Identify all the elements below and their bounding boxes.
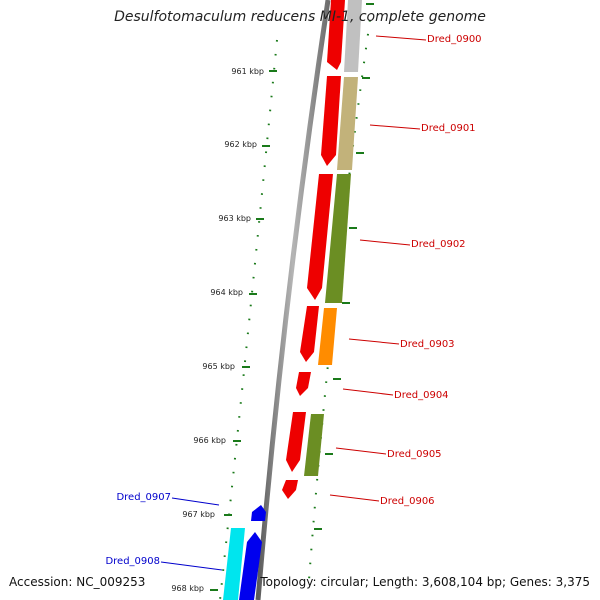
gene-label-dred-0900[interactable]: Dred_0900 xyxy=(427,34,482,45)
tick-label: 965 kbp xyxy=(202,362,235,371)
gene-arrow-dred-0901[interactable] xyxy=(321,76,341,166)
gene-arrow-dred-0903[interactable] xyxy=(300,306,319,362)
label-leaders xyxy=(160,35,427,571)
tick-label: 968 kbp xyxy=(171,584,204,593)
tick-label: 963 kbp xyxy=(218,214,251,223)
gene-arrow-dred-0902[interactable] xyxy=(307,174,333,300)
gene-label-dred-0906[interactable]: Dred_0906 xyxy=(380,496,435,507)
reverse-strand-genes xyxy=(223,505,266,600)
gene-label-dred-0908[interactable]: Dred_0908 xyxy=(105,556,160,567)
forward-strand-genes xyxy=(282,0,345,499)
gene-label-dred-0901[interactable]: Dred_0901 xyxy=(421,123,476,134)
inner-tick-ring xyxy=(219,39,278,600)
gene-arrow-dred-0905[interactable] xyxy=(286,412,306,472)
major-ticks xyxy=(210,70,277,591)
gene-label-dred-0903[interactable]: Dred_0903 xyxy=(400,339,455,350)
gene-label-dred-0905[interactable]: Dred_0905 xyxy=(387,449,442,460)
topology-text: Topology: circular; Length: 3,608,104 bp… xyxy=(260,575,590,589)
tick-label: 961 kbp xyxy=(231,67,264,76)
gene-arrow-dred-0908[interactable] xyxy=(239,532,262,600)
cog-bar-dred-0901[interactable] xyxy=(337,77,358,170)
cog-bar-dred-0908[interactable] xyxy=(223,528,245,600)
gene-arrow-dred-0900[interactable] xyxy=(327,0,345,70)
map-title: Desulfotomaculum reducens MI-1, complete… xyxy=(114,9,486,25)
gene-arrow-dred-0906[interactable] xyxy=(282,480,298,499)
genome-backbone xyxy=(255,0,331,600)
tick-label: 966 kbp xyxy=(193,436,226,445)
gene-arrow-dred-0907[interactable] xyxy=(251,505,266,521)
tick-label: 962 kbp xyxy=(224,140,257,149)
cog-bar-dred-0900[interactable] xyxy=(344,0,362,72)
outer-ticks xyxy=(314,3,374,530)
cog-bar-dred-0905[interactable] xyxy=(304,414,324,476)
gene-label-dred-0904[interactable]: Dred_0904 xyxy=(394,390,449,401)
tick-label: 964 kbp xyxy=(210,288,243,297)
cog-bar-dred-0902[interactable] xyxy=(325,174,351,303)
gene-label-dred-0907[interactable]: Dred_0907 xyxy=(116,492,171,503)
gene-arrow-dred-0904[interactable] xyxy=(296,372,311,396)
accession-text: Accession: NC_009253 xyxy=(9,575,146,589)
tick-label: 967 kbp xyxy=(182,510,215,519)
gene-label-dred-0902[interactable]: Dred_0902 xyxy=(411,239,466,250)
cog-bars xyxy=(304,0,362,476)
cog-bar-dred-0903[interactable] xyxy=(318,308,337,365)
